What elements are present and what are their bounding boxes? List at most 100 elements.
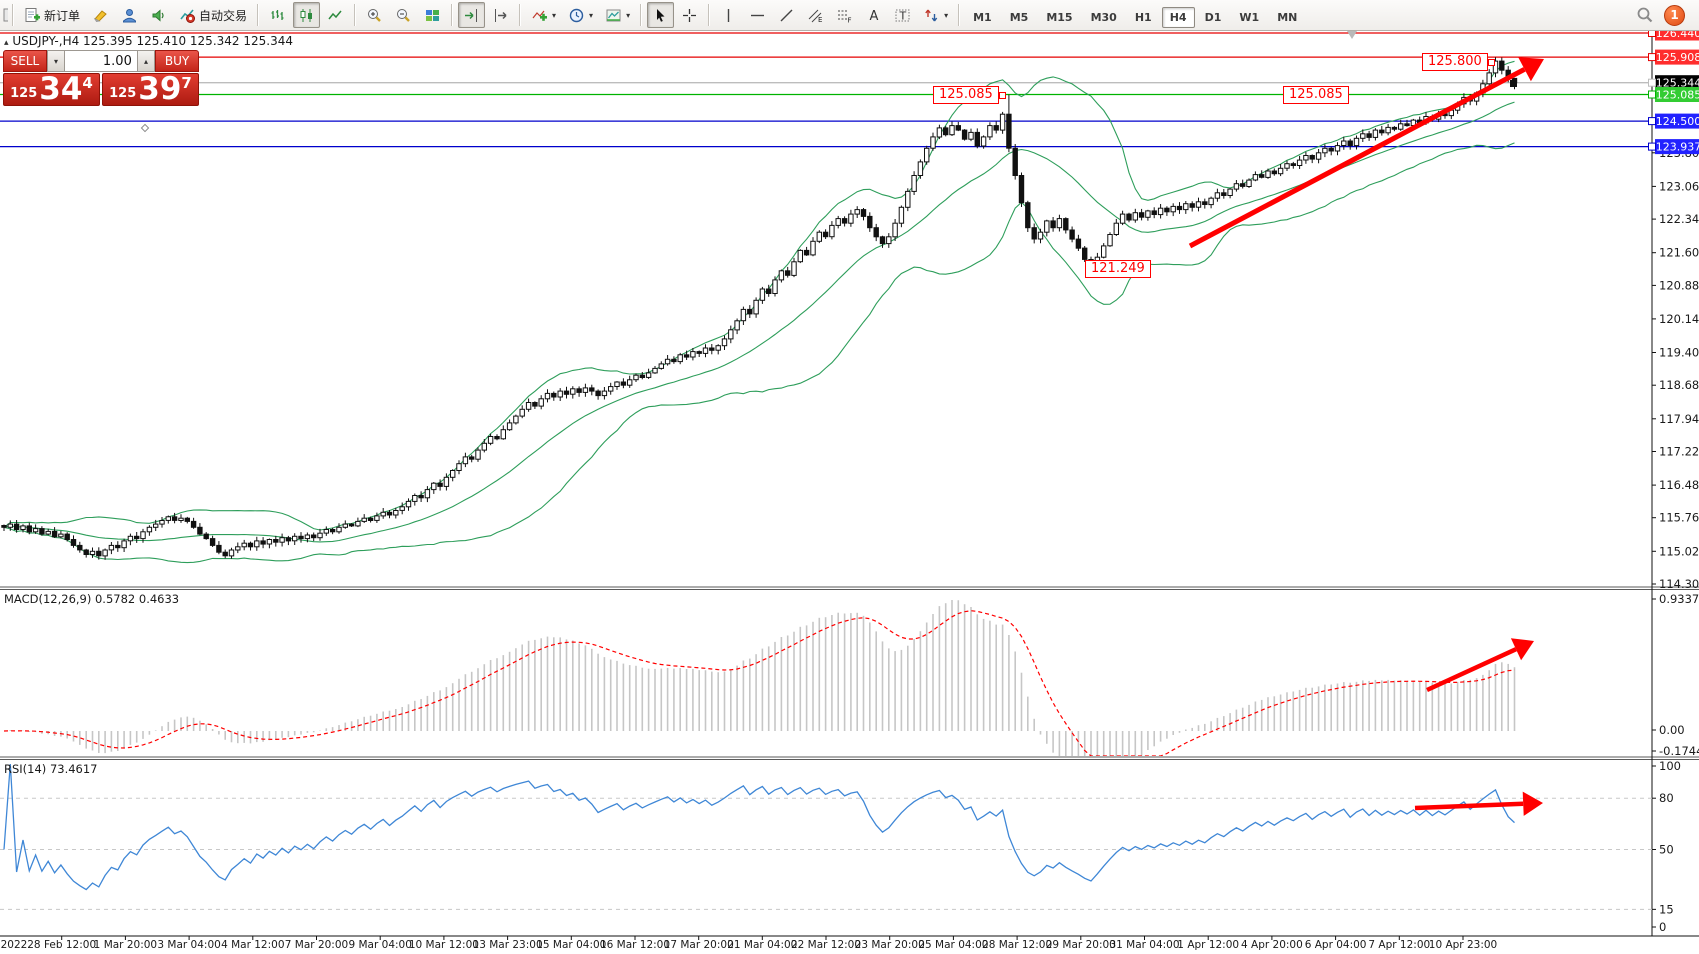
svg-text:4 Apr 20:00: 4 Apr 20:00 — [1241, 939, 1303, 951]
svg-text:123.937: 123.937 — [1656, 141, 1699, 154]
price-annotation-125085-left[interactable]: 125.085 — [933, 86, 999, 104]
candlestick-mode-button[interactable] — [293, 2, 321, 28]
auto-scroll-button[interactable] — [458, 2, 486, 28]
price-annotation-125085-right[interactable]: 125.085 — [1283, 86, 1349, 104]
timeframe-D1[interactable]: D1 — [1204, 10, 1222, 24]
notification-badge[interactable]: 1 — [1664, 4, 1685, 26]
svg-text:13 Mar 23:00: 13 Mar 23:00 — [473, 939, 543, 951]
periods-button[interactable]: ▾ — [563, 2, 598, 28]
trend-arrow-rsi[interactable] — [1414, 791, 1543, 816]
svg-text:117.940: 117.940 — [1659, 412, 1699, 426]
bid-pips: 34 — [39, 71, 83, 107]
volume-increase-button[interactable]: ▴ — [136, 50, 156, 72]
autotrading-button[interactable]: 自动交易 — [174, 2, 252, 28]
fibonacci-tool[interactable]: F — [831, 2, 858, 28]
buy-button[interactable]: BUY — [155, 50, 199, 72]
chevron-down-icon[interactable]: ▾ — [589, 10, 594, 20]
svg-text:117.220: 117.220 — [1659, 445, 1699, 459]
auto-scroll-icon — [465, 8, 478, 22]
text-label-tool[interactable]: T — [889, 2, 916, 28]
person-icon — [123, 8, 137, 22]
svg-text:116.480: 116.480 — [1659, 478, 1699, 492]
highlighter-icon — [93, 9, 107, 22]
sell-quote-button[interactable]: 125 34 4 — [3, 73, 100, 106]
autotrading-label: 自动交易 — [199, 8, 248, 23]
one-click-trading-panel[interactable]: SELL ▾ 1.00 ▴ BUY 125 34 4 125 39 7 — [3, 50, 199, 106]
rsi-line — [3, 763, 1515, 891]
community-button[interactable] — [116, 2, 143, 28]
timeframe-MN[interactable]: MN — [1277, 10, 1298, 24]
toolbar-separator — [451, 4, 454, 26]
macd-pane-label: MACD(12,26,9) 0.5782 0.4633 — [4, 592, 180, 606]
arrow-objects-tool[interactable]: ▾ — [918, 2, 953, 28]
annotation-handle[interactable] — [1488, 59, 1495, 66]
trend-arrow-macd[interactable] — [1426, 638, 1534, 693]
toolbar-separator — [640, 4, 643, 26]
candles-layer — [1, 57, 1518, 560]
vertical-line-tool[interactable] — [715, 2, 742, 28]
vertical-line-icon — [727, 8, 730, 22]
price-annotation-125800[interactable]: 125.800 — [1422, 53, 1488, 71]
chevron-down-icon[interactable]: ▾ — [944, 10, 949, 20]
zoom-out-icon — [397, 8, 410, 22]
timeframe-M30[interactable]: M30 — [1090, 10, 1117, 24]
timeframe-M1[interactable]: M1 — [973, 10, 992, 24]
cursor-tool-button[interactable] — [647, 2, 675, 28]
svg-text:28 Mar 12:00: 28 Mar 12:00 — [982, 939, 1052, 951]
fibonacci-icon: F — [838, 10, 852, 24]
cursor-icon — [657, 8, 665, 22]
svg-text:28 Feb 12:00: 28 Feb 12:00 — [27, 939, 96, 951]
templates-button[interactable]: ▾ — [600, 2, 635, 28]
bid-big-figure: 125 — [10, 86, 38, 101]
svg-text:115.020: 115.020 — [1659, 544, 1699, 558]
volume-decrease-button[interactable]: ▾ — [46, 50, 66, 72]
search-icon[interactable] — [1636, 6, 1654, 24]
zoom-out-button[interactable] — [390, 2, 417, 28]
trend-arrow-main[interactable] — [1188, 57, 1544, 249]
autotrading-icon — [180, 8, 196, 23]
svg-text:7 Mar 20:00: 7 Mar 20:00 — [285, 939, 348, 951]
horizontal-line-tool[interactable] — [744, 2, 771, 28]
svg-text:3 Mar 04:00: 3 Mar 04:00 — [157, 939, 220, 951]
volume-input[interactable]: 1.00 — [65, 50, 137, 72]
main-toolbar: 新订单 自动交易 ▾ ▾ — [0, 0, 1699, 31]
buy-quote-button[interactable]: 125 39 7 — [102, 73, 199, 106]
svg-text:-0.1744: -0.1744 — [1659, 744, 1699, 758]
sell-button[interactable]: SELL — [3, 50, 47, 72]
svg-text:16 Mar 12:00: 16 Mar 12:00 — [600, 939, 670, 951]
bar-chart-mode-button[interactable] — [264, 2, 291, 28]
bar-chart-icon — [271, 9, 284, 20]
text-tool[interactable]: A — [860, 2, 887, 28]
crosshair-tool-button[interactable] — [676, 2, 703, 28]
timeframe-M15[interactable]: M15 — [1046, 10, 1073, 24]
notification-count: 1 — [1670, 8, 1679, 22]
annotation-handle[interactable] — [999, 92, 1006, 99]
equidistant-channel-tool[interactable]: E — [802, 2, 829, 28]
object-selection-handle[interactable] — [1510, 80, 1517, 87]
chart-shift-button[interactable] — [487, 2, 514, 28]
new-order-button[interactable]: 新订单 — [19, 2, 85, 28]
line-chart-mode-button[interactable] — [322, 2, 349, 28]
clipped-edge-icon — [0, 7, 8, 23]
svg-text:9 Mar 04:00: 9 Mar 04:00 — [348, 939, 411, 951]
object-anchor-diamond-icon — [140, 123, 150, 133]
zoom-in-button[interactable] — [361, 2, 388, 28]
highlight-tool-button[interactable] — [87, 2, 114, 28]
ask-big-figure: 125 — [109, 86, 137, 101]
tile-windows-button[interactable] — [419, 2, 446, 28]
timeframe-H4[interactable]: H4 — [1161, 6, 1195, 28]
timeframe-H1[interactable]: H1 — [1134, 10, 1152, 24]
timeframe-W1[interactable]: W1 — [1239, 10, 1260, 24]
svg-text:114.300: 114.300 — [1659, 577, 1699, 591]
alerts-button[interactable] — [145, 2, 172, 28]
timeframe-M5[interactable]: M5 — [1009, 10, 1029, 24]
chevron-down-icon[interactable]: ▾ — [552, 10, 557, 20]
indicators-button[interactable]: ▾ — [526, 2, 561, 28]
svg-text:6 Apr 04:00: 6 Apr 04:00 — [1305, 939, 1367, 951]
svg-text:23 Mar 20:00: 23 Mar 20:00 — [855, 939, 925, 951]
chevron-down-icon[interactable]: ▾ — [626, 10, 631, 20]
price-annotation-121249[interactable]: 121.249 — [1085, 260, 1151, 278]
svg-text:A: A — [870, 9, 879, 24]
trendline-tool[interactable] — [773, 2, 800, 28]
